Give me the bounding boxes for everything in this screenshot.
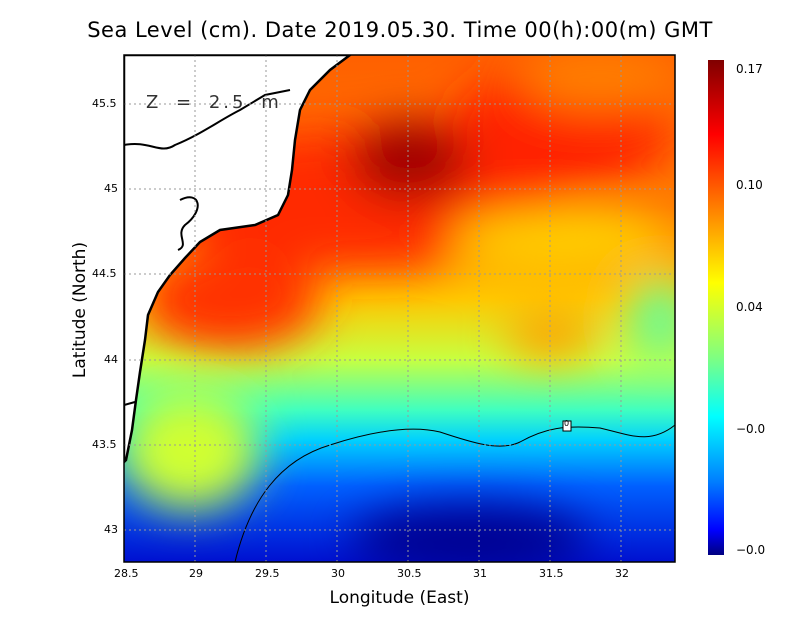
y-tick: 45.5 bbox=[92, 97, 117, 110]
y-tick: 45 bbox=[104, 182, 118, 195]
y-tick: 43.5 bbox=[92, 438, 117, 451]
land-coastline bbox=[124, 55, 353, 464]
border-lines bbox=[124, 89, 291, 406]
contour-label: 0 bbox=[564, 419, 570, 428]
colorbar-label: 0.17 bbox=[736, 62, 763, 76]
colorbar bbox=[708, 60, 724, 555]
y-tick: 44 bbox=[104, 353, 118, 366]
x-tick: 30 bbox=[331, 567, 345, 580]
x-tick: 32 bbox=[615, 567, 629, 580]
zero-contour-line bbox=[234, 424, 675, 562]
chart-title: Sea Level (cm). Date 2019.05.30. Time 00… bbox=[87, 18, 713, 42]
colorbar-label: −0.0 bbox=[736, 543, 766, 557]
y-tick: 43 bbox=[104, 523, 118, 536]
x-tick: 31 bbox=[473, 567, 487, 580]
x-tick: 29.5 bbox=[255, 567, 280, 580]
x-tick: 28.5 bbox=[114, 567, 139, 580]
x-tick: 29 bbox=[189, 567, 203, 580]
x-tick: 30.5 bbox=[397, 567, 422, 580]
y-axis-label: Latitude (North) bbox=[70, 241, 90, 379]
colorbar-label: −0.0 bbox=[736, 422, 766, 436]
x-axis-label: Longitude (East) bbox=[329, 588, 470, 608]
depth-label: Z = 2.5 m bbox=[146, 92, 282, 113]
y-tick: 44.5 bbox=[92, 267, 117, 280]
colorbar-label: 0.10 bbox=[736, 178, 763, 192]
x-tick: 31.5 bbox=[539, 567, 564, 580]
colorbar-label: 0.04 bbox=[736, 300, 763, 314]
